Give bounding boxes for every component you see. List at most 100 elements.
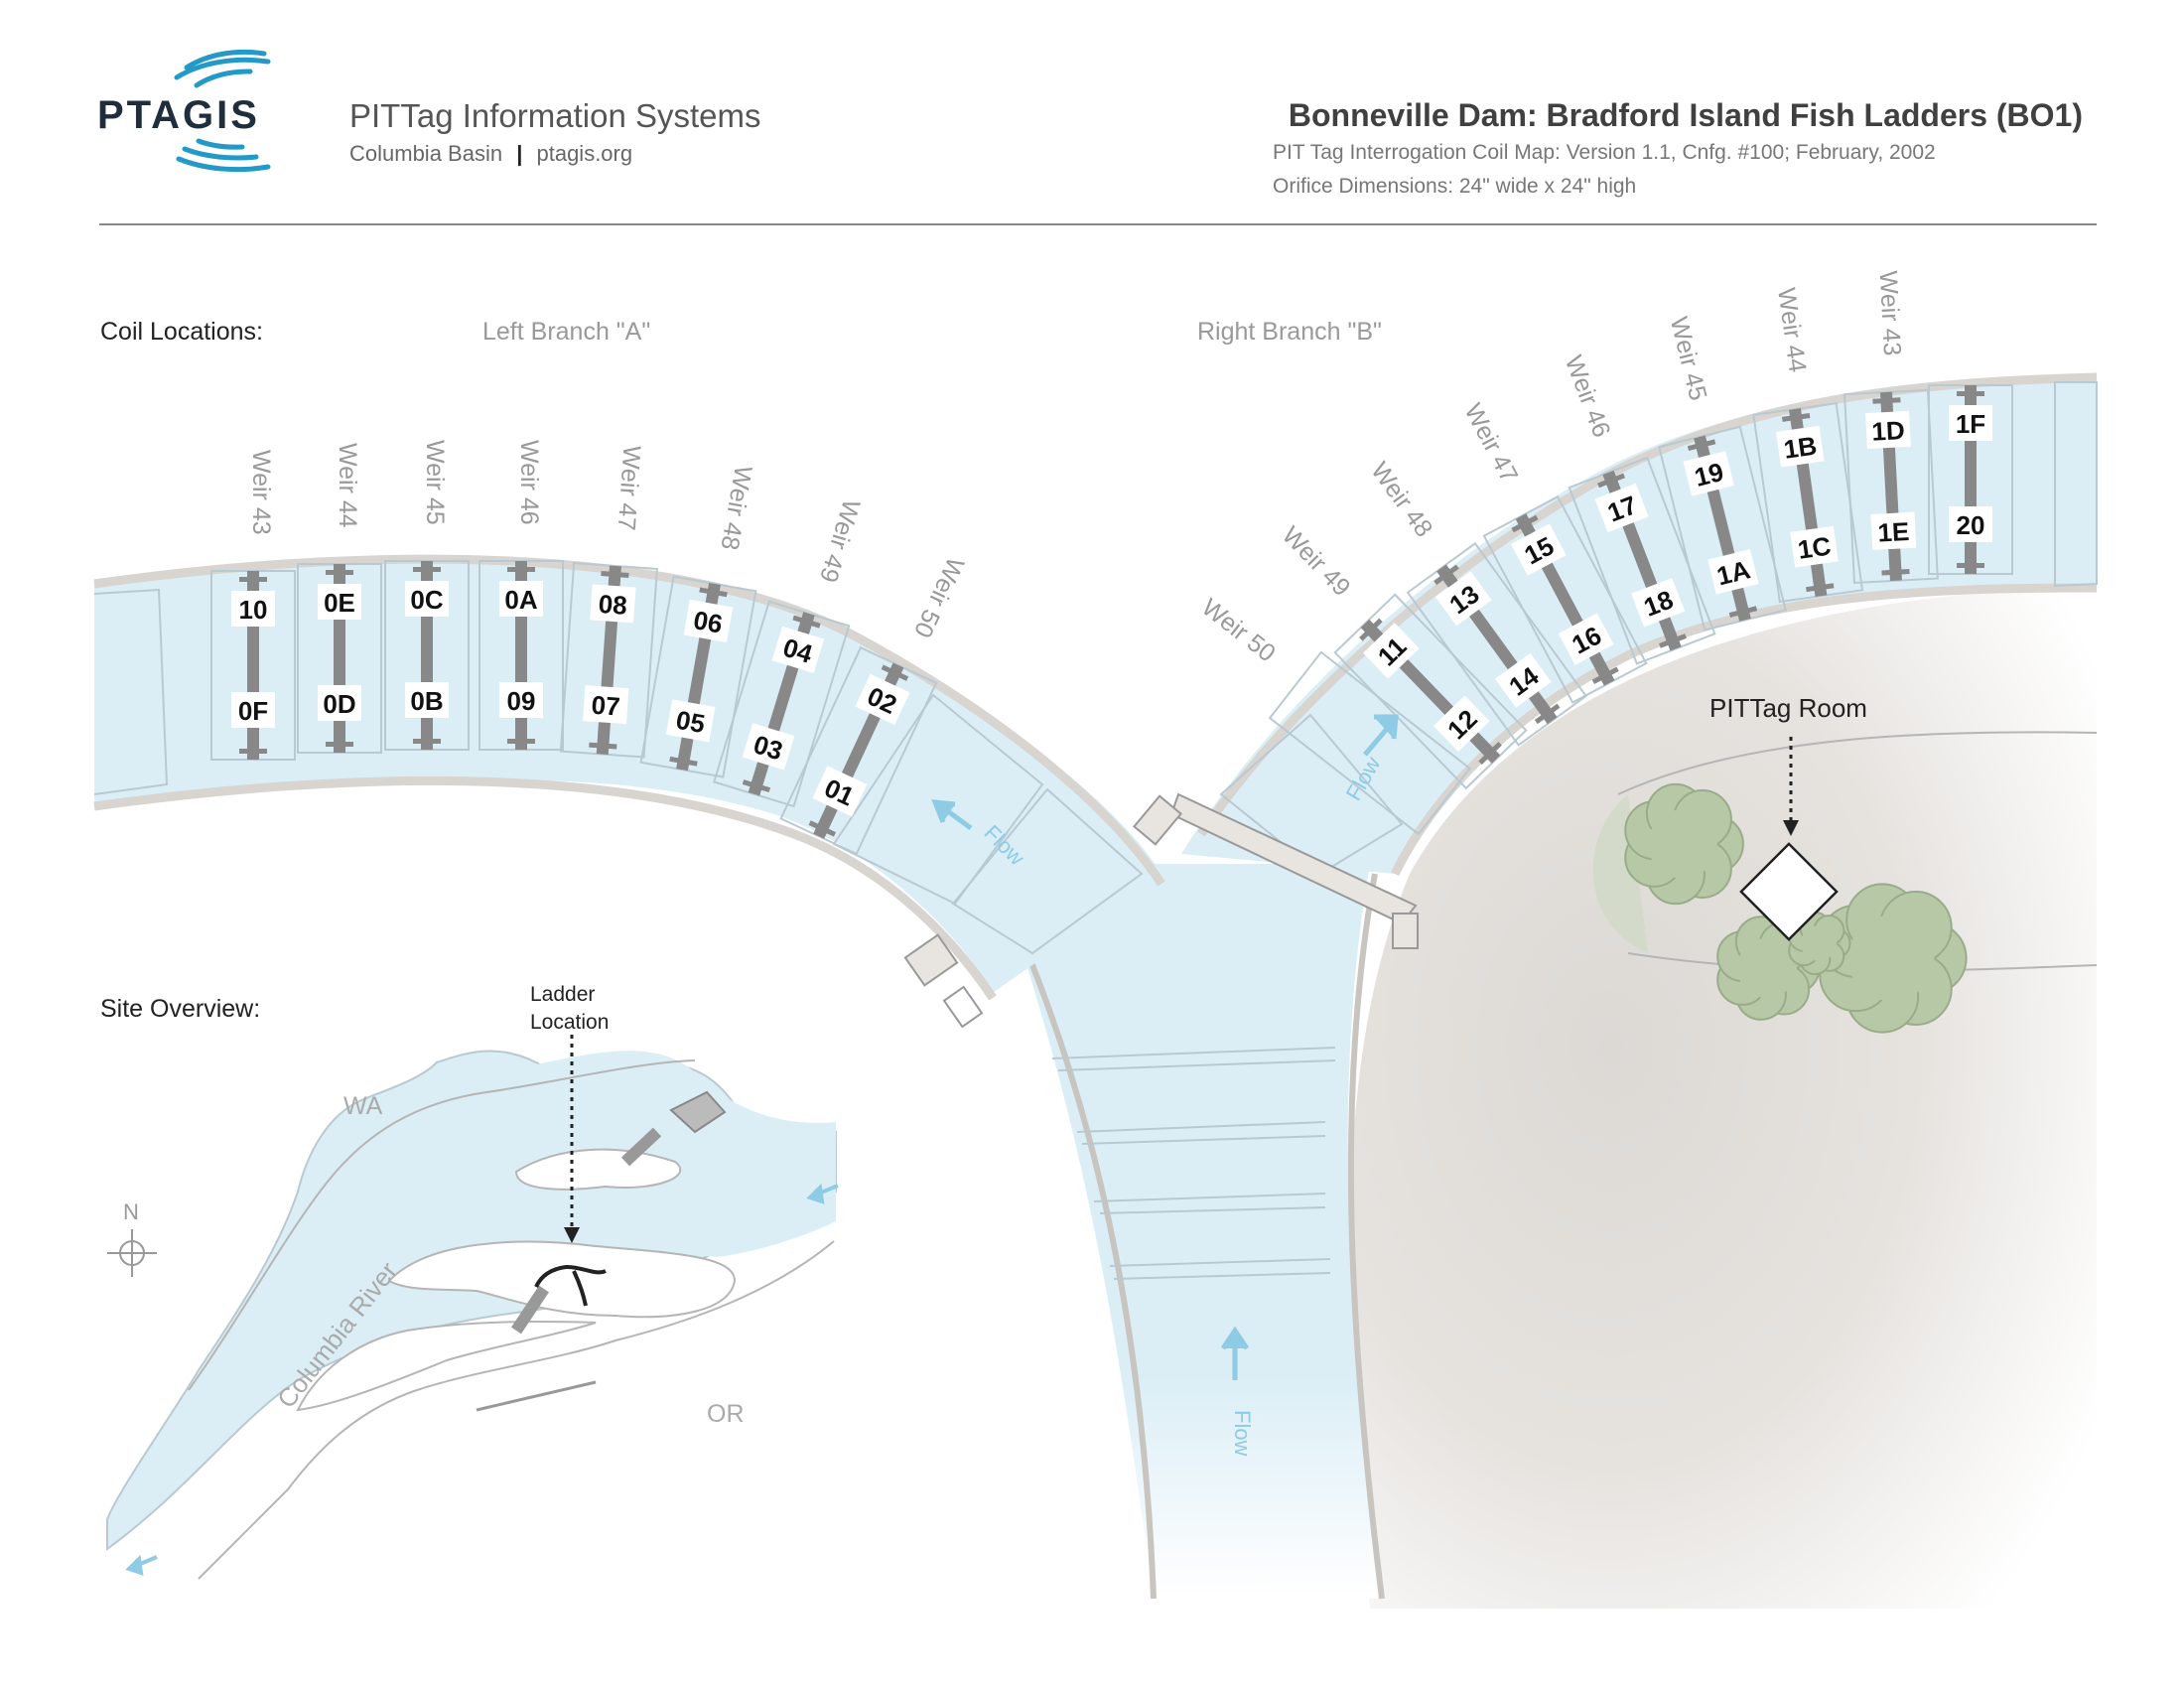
island-land (1349, 586, 2097, 1609)
flow-arrow (125, 1183, 839, 1576)
coil-label: 20 (1957, 510, 1985, 540)
road-curve (1592, 794, 1648, 953)
tree-canopy (1847, 914, 1935, 1002)
coil-label-box (1433, 695, 1490, 752)
coil-label-box (1594, 483, 1649, 533)
coil-label: 08 (598, 589, 628, 621)
coil-label-box (405, 581, 449, 617)
orifice-marker (1591, 666, 1619, 685)
org-website[interactable]: ptagis.org (536, 141, 633, 166)
coil-label-box (1510, 523, 1567, 576)
orifice-marker (1957, 563, 1984, 568)
orifice-marker (507, 567, 535, 572)
left-weir: 0E 0D Weir 44 (297, 443, 382, 754)
left-pool-outline (93, 588, 169, 795)
org-region: Columbia Basin (349, 141, 503, 166)
orifice-marker (413, 739, 441, 744)
weir-label: Weir 46 (515, 440, 543, 525)
orifice-marker (1687, 439, 1716, 452)
orifice-marker (1511, 514, 1539, 533)
orifice-marker (1728, 606, 1758, 618)
coil-label-box (1631, 578, 1686, 628)
ladder-location-label-1: Ladder (530, 983, 595, 1006)
stairs (903, 933, 984, 1029)
coil-label-box (405, 682, 449, 718)
pool-outline (1268, 650, 1471, 836)
room-pointer-head (1783, 820, 1799, 836)
coil-label: 0D (323, 689, 355, 719)
coil-label: 0A (504, 585, 537, 615)
fish-ladder-path (572, 1270, 588, 1307)
coil-label-box (855, 673, 910, 726)
site-overview-map: Ladder Location WA OR Columbia River N (106, 983, 839, 1580)
left-branch-label: Left Branch "A" (482, 318, 651, 346)
entrance-pier (1133, 792, 1419, 949)
orifice-marker (239, 577, 267, 582)
weir-label: Weir 47 (1458, 399, 1523, 488)
orifice-marker (507, 739, 535, 744)
coil-label: 1F (1956, 409, 1985, 439)
pittag-room-label: PITTag Room (1709, 693, 1867, 723)
left-inner-wall (93, 775, 997, 1001)
coil-label-box (318, 584, 361, 620)
left-weir: 08 07 Weir 47 (559, 445, 658, 759)
orifice-marker (239, 749, 267, 754)
coil-label-box (590, 584, 636, 624)
pittag-room (1739, 842, 1839, 941)
weir-label: Weir 44 (334, 443, 361, 528)
orifice-marker (1806, 583, 1835, 593)
org-name: PITTag Information Systems (349, 97, 761, 134)
weir-label: Weir 49 (1277, 521, 1356, 602)
powerhouse (669, 1090, 727, 1134)
header-divider (99, 223, 2097, 225)
weir-label: Weir 44 (1772, 286, 1812, 374)
collection-channel (993, 864, 1382, 1599)
coil-label-box (1434, 571, 1492, 627)
weir-label: Weir 45 (421, 440, 449, 525)
coil-label-box (499, 581, 543, 617)
flow-label-channel: Flow (1230, 1410, 1255, 1457)
orifice-marker (881, 664, 909, 681)
coil-label: 07 (591, 690, 621, 722)
left-pool-outline (832, 693, 1044, 906)
coil-label-box (1363, 623, 1420, 679)
compass-north-label: N (123, 1199, 139, 1224)
signal-waves-icon (174, 49, 271, 173)
coil-label-box (665, 699, 716, 743)
coil-label-box (1949, 506, 1992, 542)
orifice-marker (326, 742, 353, 747)
left-branch-ladder: 10 0F Weir 43 0E 0D Weir 44 0C 0B Weir 45 0A 09 Wei… (93, 440, 1165, 1001)
orifice-dimensions: Orifice Dimensions: 24" wide x 24" high (1273, 175, 1637, 198)
coil-label: 0C (410, 585, 443, 615)
coil-locations-label: Coil Locations: (100, 318, 263, 346)
right-pool-outline (2054, 381, 2098, 588)
weir-label: Weir 45 (1665, 314, 1712, 403)
coil-label-box (231, 591, 275, 627)
spillway (620, 1127, 662, 1167)
navigation-lock (476, 1380, 597, 1412)
site-overview-label: Site Overview: (100, 995, 261, 1023)
coil-label-box (318, 685, 361, 721)
channel-bays (1051, 1047, 1336, 1280)
coil-label-box (583, 685, 629, 725)
coil-label: 0E (324, 588, 355, 618)
coil-label-box (1775, 425, 1825, 468)
coil-label: 06 (691, 605, 725, 639)
coil-label-box (1865, 410, 1911, 450)
coil-label-box (1870, 511, 1917, 550)
orifice-marker (1433, 564, 1459, 586)
weir-label: Weir 43 (247, 450, 275, 535)
trees (1624, 782, 1968, 1034)
right-inner-wall (1390, 583, 2098, 877)
weir-label: Weir 46 (1560, 352, 1616, 441)
second-powerhouse (511, 1285, 549, 1335)
cascades-island (296, 1320, 597, 1412)
tree-canopy (1801, 925, 1837, 961)
coil-label: 1D (1871, 415, 1906, 447)
coil-label: 0F (238, 696, 268, 726)
river-upper (536, 1051, 836, 1257)
left-weir: 10 0F Weir 43 (210, 450, 296, 761)
orifice-marker (589, 742, 617, 750)
coil-label: 1C (1796, 530, 1833, 564)
